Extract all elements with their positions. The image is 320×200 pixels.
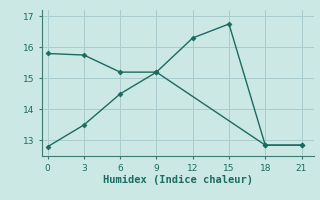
X-axis label: Humidex (Indice chaleur): Humidex (Indice chaleur) (103, 175, 252, 185)
